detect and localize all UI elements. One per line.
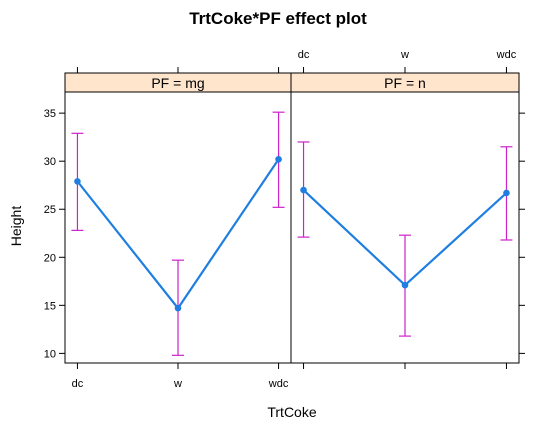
x-axis-label: TrtCoke xyxy=(267,404,316,420)
chart-title: TrtCoke*PF effect plot xyxy=(189,9,367,28)
x-tick-label-top: w xyxy=(400,49,409,61)
data-point xyxy=(503,189,510,197)
y-tick-label: 10 xyxy=(44,348,56,360)
x-tick-label: w xyxy=(173,378,182,390)
y-tick-label: 25 xyxy=(44,204,56,216)
y-tick-label: 20 xyxy=(44,252,56,264)
strip-label: PF = mg xyxy=(151,75,204,91)
strip-label: PF = n xyxy=(384,75,426,91)
y-tick-label: 15 xyxy=(44,300,56,312)
data-point xyxy=(174,304,182,312)
data-point xyxy=(74,178,81,185)
x-tick-label-top: dc xyxy=(298,49,310,61)
x-tick-label: wdc xyxy=(268,378,289,390)
panel-1: PF = mg dc w wdc xyxy=(64,67,292,390)
data-point xyxy=(300,186,307,194)
data-point xyxy=(275,155,282,163)
panels-group: PF = mg dc w wdc PF = n dc w wdc 10 15 20 25 30 35 xyxy=(44,49,525,390)
y-axis-label: Height xyxy=(8,206,24,247)
x-tick-label: dc xyxy=(72,378,84,390)
data-point xyxy=(401,281,409,289)
y-tick-label: 30 xyxy=(44,156,56,168)
x-tick-label-top: wdc xyxy=(496,49,517,61)
y-tick-label: 35 xyxy=(44,108,56,120)
panel-2: PF = n dc w wdc xyxy=(290,49,520,369)
